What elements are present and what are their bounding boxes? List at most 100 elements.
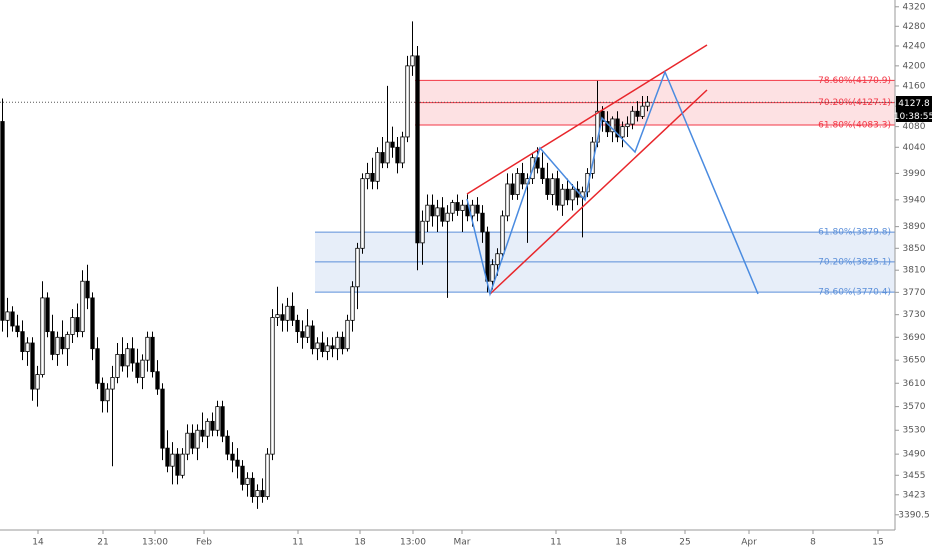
candle-body bbox=[130, 348, 135, 364]
y-tick-label: 3770 bbox=[903, 288, 926, 298]
candle-body bbox=[420, 220, 425, 244]
candle-body bbox=[565, 188, 570, 201]
x-tick-label: 8 bbox=[810, 538, 816, 548]
candle-body bbox=[200, 429, 205, 437]
candle-body bbox=[50, 331, 55, 355]
candle-body bbox=[115, 354, 120, 378]
candle-body bbox=[520, 173, 525, 185]
candle-body bbox=[85, 280, 90, 299]
candle-body bbox=[240, 465, 245, 485]
candle-body bbox=[435, 207, 440, 217]
candle-body bbox=[500, 215, 505, 255]
candle-body bbox=[555, 178, 560, 206]
candle-body bbox=[0, 121, 5, 321]
drawings bbox=[466, 44, 759, 297]
candle-body bbox=[450, 202, 455, 214]
candle-body bbox=[385, 141, 390, 164]
y-tick-label: 3730 bbox=[903, 310, 926, 320]
candle-body bbox=[495, 253, 500, 266]
candles bbox=[0, 21, 650, 509]
x-tick-label: 21 bbox=[97, 538, 108, 548]
x-tick-label: 13:00 bbox=[400, 538, 426, 548]
candle-body bbox=[30, 342, 35, 390]
candle-body bbox=[305, 325, 310, 338]
y-tick-label: 3570 bbox=[903, 402, 926, 412]
candle-body bbox=[620, 126, 625, 138]
candle-body bbox=[640, 105, 645, 117]
x-tick-label: 11 bbox=[550, 538, 561, 548]
candle-body bbox=[340, 336, 345, 350]
candle-body bbox=[190, 432, 195, 449]
y-tick-label: 3850 bbox=[903, 244, 926, 254]
candle-body bbox=[5, 311, 10, 321]
candle-body bbox=[425, 204, 430, 222]
price-tag bbox=[896, 96, 932, 110]
candle-body bbox=[150, 336, 155, 373]
y-tick-label: 4280 bbox=[903, 22, 926, 32]
candle-body bbox=[40, 297, 45, 375]
fib-zones: 78.60%(4170.9) 70.20%(4127.1) 61.80%(4083.… bbox=[0, 76, 895, 298]
zone-level-label: 70.20%(4127.1) bbox=[818, 98, 891, 108]
candle-body bbox=[95, 348, 100, 384]
candle-body bbox=[505, 183, 510, 217]
candle-body bbox=[315, 342, 320, 350]
candle-body bbox=[570, 188, 575, 201]
candle-body bbox=[45, 297, 50, 333]
candle-body bbox=[60, 336, 65, 350]
zone-level-label: 78.60%(3770.4) bbox=[818, 288, 891, 298]
candle-body bbox=[345, 319, 350, 350]
candle-body bbox=[455, 202, 460, 211]
y-tick-label: 3690 bbox=[903, 333, 926, 343]
candle-body bbox=[615, 118, 620, 138]
candle-body bbox=[140, 359, 145, 378]
y-tick-label: 3650 bbox=[903, 356, 926, 366]
candle-body bbox=[65, 334, 70, 350]
candle-body bbox=[175, 453, 180, 476]
candle-body bbox=[100, 382, 105, 402]
y-tick-label: 3940 bbox=[903, 195, 926, 205]
candle-body bbox=[510, 183, 515, 195]
candle-body bbox=[440, 207, 445, 222]
candle-body bbox=[325, 345, 330, 352]
candle-body bbox=[70, 317, 75, 335]
y-tick-label: 3423 bbox=[903, 490, 926, 500]
candle-body bbox=[550, 178, 555, 195]
candle-body bbox=[645, 101, 650, 107]
candle-body bbox=[245, 477, 250, 485]
candle-body bbox=[430, 204, 435, 217]
zone-level-label: 61.80%(4083.3) bbox=[818, 120, 891, 130]
candle-body bbox=[125, 348, 130, 367]
candle-body bbox=[220, 406, 225, 437]
candle-body bbox=[75, 317, 80, 333]
candle-body bbox=[165, 447, 170, 467]
candle-body bbox=[545, 178, 550, 195]
candle-body bbox=[405, 65, 410, 138]
candle-body bbox=[475, 204, 480, 214]
candle-body bbox=[250, 477, 255, 498]
candle-body bbox=[105, 388, 110, 402]
y-tick-label: 4200 bbox=[903, 61, 926, 71]
candle-body bbox=[235, 459, 240, 467]
candle-body bbox=[295, 319, 300, 333]
candle-body bbox=[335, 336, 340, 350]
zone-level-label: 70.20%(3825.1) bbox=[818, 257, 891, 267]
candle-body bbox=[135, 362, 140, 378]
candle-body bbox=[210, 420, 215, 431]
candle-body bbox=[185, 432, 190, 455]
candle-body bbox=[560, 188, 565, 206]
candle-body bbox=[90, 297, 95, 350]
y-tick-label: 3490 bbox=[903, 450, 926, 460]
candle-body bbox=[230, 453, 235, 461]
candle-body bbox=[330, 345, 335, 350]
y-tick-label: 3390.5 bbox=[898, 510, 930, 520]
candle-body bbox=[110, 377, 115, 390]
y-tick-label: 4080 bbox=[903, 122, 926, 132]
candle-body bbox=[170, 453, 175, 467]
candle-body bbox=[195, 429, 200, 449]
candle-body bbox=[400, 136, 405, 164]
candle-body bbox=[485, 231, 490, 282]
x-tick-label: 18 bbox=[354, 538, 366, 548]
candle-body bbox=[605, 121, 610, 133]
y-tick-label: 3530 bbox=[903, 426, 926, 436]
candle-body bbox=[490, 264, 495, 282]
